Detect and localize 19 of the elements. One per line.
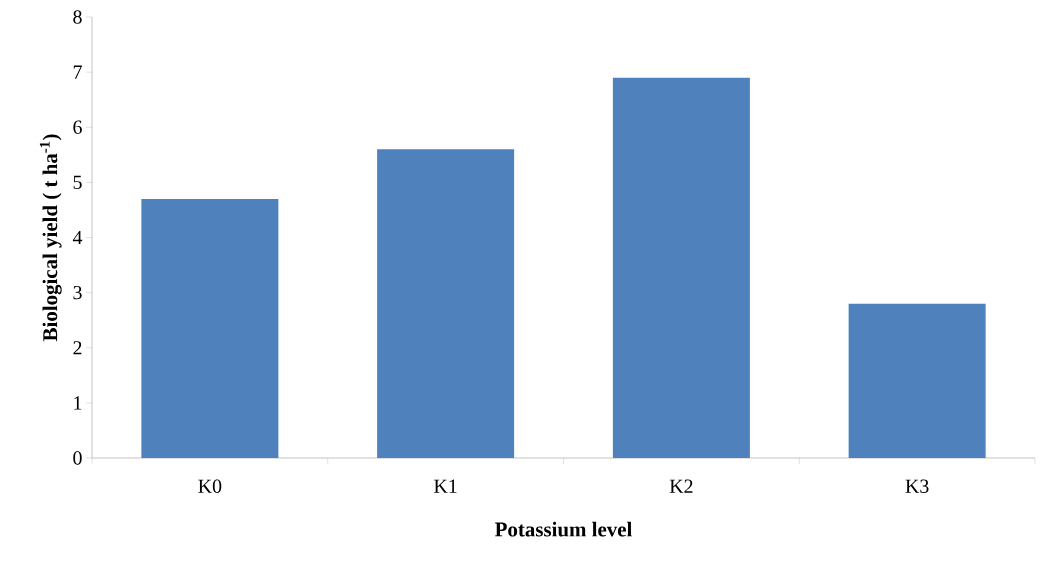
y-tick-label: 3 [73,285,82,300]
y-tick-label: 6 [73,120,82,134]
y-tick-label: 7 [73,65,82,79]
y-tick-label: 8 [73,10,82,24]
bar [848,303,986,458]
y-axis-title: Biological yield ( t ha$^{-1}$) [39,134,62,342]
y-tick-label: 0 [73,451,82,465]
y-tick-label: 2 [73,341,82,355]
y-tick-label: 5 [73,175,82,189]
x-tick-label: K2 [669,479,693,493]
bar [612,77,750,458]
bar [377,149,515,458]
x-tick-label: K3 [905,479,929,493]
y-tick-label: 1 [74,396,82,410]
x-tick-label: K0 [198,479,222,493]
y-tick-label: 4 [72,230,83,245]
bar [141,198,279,458]
x-tick-label: K1 [434,479,457,493]
x-axis-title: Potassium level [495,521,632,537]
